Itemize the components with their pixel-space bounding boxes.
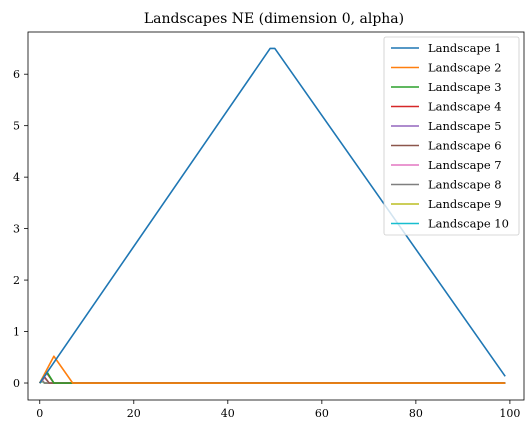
legend-label: Landscape 6 [428, 139, 502, 153]
legend: Landscape 1 Landscape 2 Landscape 3 Landsca… [383, 36, 520, 236]
legend-label: Landscape 9 [428, 197, 502, 211]
x-tick-label: 40 [221, 407, 235, 420]
x-tick-label: 20 [127, 407, 141, 420]
series-line-landscape-2 [39, 355, 506, 384]
legend-label: Landscape 4 [428, 100, 502, 114]
series-line-landscape-3 [39, 370, 506, 384]
x-tick-label: 80 [409, 407, 423, 420]
x-axis: 0 20 40 60 80 100 [36, 400, 520, 420]
legend-label: Landscape 7 [428, 158, 502, 172]
legend-label: Landscape 8 [428, 178, 502, 192]
legend-label: Landscape 2 [428, 61, 502, 75]
x-tick-label: 0 [36, 407, 43, 420]
legend-items: Landscape 1 Landscape 2 Landscape 3 Landsca… [391, 41, 509, 231]
y-axis: 0 1 2 3 4 5 6 [13, 68, 28, 390]
legend-label: Landscape 1 [428, 41, 502, 55]
y-tick-label: 3 [13, 223, 20, 236]
x-tick-label: 100 [499, 407, 520, 420]
y-tick-label: 1 [13, 326, 20, 339]
chart-title: Landscapes NE (dimension 0, alpha) [144, 11, 404, 27]
series-line-landscape-6 [39, 376, 506, 384]
series-line-landscape-5 [39, 372, 506, 384]
legend-label: Landscape 5 [428, 119, 502, 133]
plot-area-frame [27, 31, 525, 401]
legend-label: Landscape 3 [428, 80, 502, 94]
y-tick-label: 4 [13, 171, 20, 184]
series-line-landscape-4 [39, 371, 506, 384]
y-tick-label: 5 [13, 120, 20, 133]
x-tick-label: 60 [315, 407, 329, 420]
y-tick-label: 6 [13, 68, 20, 81]
y-tick-label: 2 [13, 274, 20, 287]
y-tick-label: 0 [13, 377, 20, 390]
legend-label: Landscape 10 [428, 217, 509, 231]
